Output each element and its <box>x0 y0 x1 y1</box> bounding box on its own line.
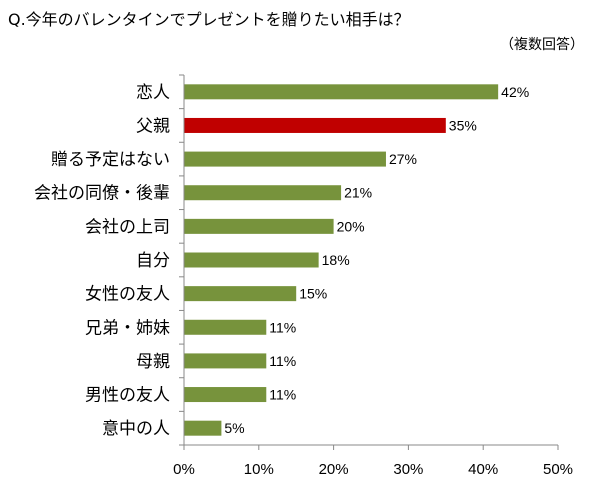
bar <box>184 218 334 234</box>
chart-title: Q.今年のバレンタインでプレゼントを贈りたい相手は？ <box>8 10 410 29</box>
category-label: 贈る予定はない <box>51 150 170 170</box>
value-label: 35% <box>449 117 477 133</box>
category-label: 兄弟・姉妹 <box>85 318 170 338</box>
bar <box>184 353 267 369</box>
value-label: 42% <box>501 84 529 100</box>
category-label: 女性の友人 <box>85 285 170 305</box>
bar <box>184 84 499 100</box>
category-label: 意中の人 <box>102 419 170 439</box>
value-label: 18% <box>322 252 350 268</box>
category-label: 会社の同僚・後輩 <box>34 184 170 204</box>
bar <box>184 117 446 133</box>
value-label: 5% <box>224 420 244 436</box>
value-label: 27% <box>389 151 417 167</box>
category-label: 自分 <box>136 251 170 271</box>
value-label: 20% <box>337 218 365 234</box>
bar <box>184 420 222 436</box>
bar <box>184 185 342 201</box>
bar <box>184 151 386 167</box>
category-label: 恋人 <box>136 82 170 103</box>
category-label: 男性の友人 <box>85 386 170 406</box>
x-tick-label: 50% <box>543 461 573 478</box>
value-label: 11% <box>269 387 296 403</box>
category-label: 母親 <box>136 352 170 372</box>
value-label: 15% <box>299 286 327 302</box>
bar <box>184 387 267 403</box>
category-label: 会社の上司 <box>85 217 170 237</box>
bar <box>184 286 297 302</box>
x-tick-label: 30% <box>393 461 423 478</box>
axes-group: 0% 10% 20% 30% 40% 50% <box>173 74 573 478</box>
multiple-answers-note: （複数回答） <box>500 37 584 53</box>
value-label: 21% <box>344 185 372 201</box>
bar <box>184 319 267 335</box>
x-tick-label: 20% <box>319 461 349 478</box>
category-label: 父親 <box>136 116 170 136</box>
bar <box>184 252 319 268</box>
x-tick-label: 10% <box>244 461 274 478</box>
bars-group: 42% 恋人 35% 父親 27% 贈る予定はない 21% 会社の同僚・後輩 20% 会社の上司 1… <box>34 82 529 439</box>
x-tick-label: 0% <box>173 461 195 478</box>
x-tick-label: 40% <box>468 461 498 478</box>
value-label: 11% <box>269 353 296 369</box>
value-label: 11% <box>269 319 296 335</box>
